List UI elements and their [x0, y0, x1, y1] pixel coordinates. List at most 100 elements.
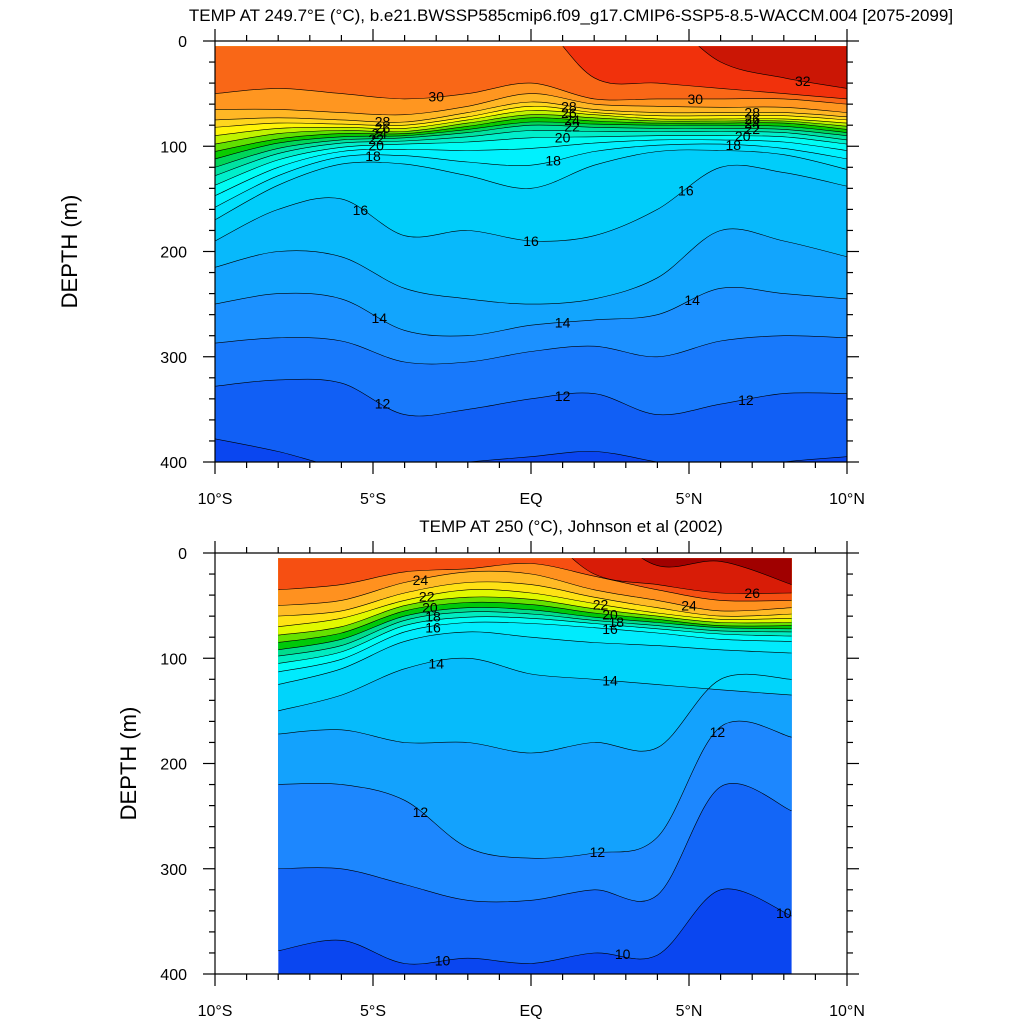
contour-fill-layer — [278, 558, 792, 974]
contour-label: 10 — [776, 905, 792, 921]
y-tick-label: 200 — [160, 757, 187, 774]
x-tick-label: EQ — [519, 1003, 542, 1020]
contour-label: 16 — [523, 233, 539, 249]
contour-label: 14 — [684, 292, 700, 308]
isotherm-19 — [215, 139, 847, 196]
contour-label: 26 — [744, 585, 760, 601]
isotherm-12 — [215, 378, 847, 417]
contour-label: 22 — [368, 131, 384, 147]
contour-label: 12 — [710, 724, 726, 740]
chart-title: TEMP AT 249.7°E (°C), b.e21.BWSSP585cmip… — [189, 6, 953, 25]
contour-label: 28 — [375, 113, 391, 129]
contour-label: 12 — [555, 388, 571, 404]
isotherm-21 — [215, 129, 847, 176]
contour-label: 18 — [365, 148, 381, 164]
isotherm-30 — [215, 82, 847, 105]
isotherm-26 — [571, 558, 792, 594]
contour-label: 24 — [681, 598, 697, 614]
panel-observations: 2422201816142220181614242612121210101001… — [116, 517, 865, 1020]
isotherm-20 — [278, 601, 792, 643]
contour-label: 14 — [428, 656, 444, 672]
contour-label: 28 — [744, 105, 760, 121]
contour-label: 10 — [435, 952, 451, 968]
y-tick-label: 300 — [160, 350, 187, 367]
x-tick-label: EQ — [519, 491, 542, 508]
contour-label: 12 — [375, 396, 391, 412]
contour-label: 32 — [795, 73, 811, 89]
contour-label: 22 — [744, 121, 760, 137]
isotherm-31 — [562, 46, 847, 100]
contour-label: 12 — [590, 844, 606, 860]
y-tick-label: 300 — [160, 862, 187, 879]
contour-label: 16 — [425, 620, 441, 636]
isotherm-15 — [215, 228, 847, 305]
isotherm-17 — [278, 616, 792, 664]
panel-model: 3032302826242220182826242220182826242220… — [57, 6, 953, 508]
contour-label: 24 — [372, 126, 388, 142]
isotherm-15 — [278, 631, 792, 685]
x-tick-label: 10°N — [829, 1003, 865, 1020]
isotherm-27 — [215, 105, 847, 128]
contour-label: 22 — [564, 119, 580, 135]
y-tick-label: 100 — [160, 651, 187, 668]
isotherm-14 — [215, 287, 847, 337]
isotherm-14 — [278, 657, 792, 712]
contour-label: 22 — [419, 589, 435, 605]
contour-label: 26 — [375, 120, 391, 136]
isotherm-13 — [278, 673, 792, 754]
isotherm-24 — [278, 570, 792, 612]
isotherm-22 — [278, 589, 792, 627]
x-tick-label: 10°N — [829, 491, 865, 508]
contour-label: 30 — [428, 88, 444, 104]
y-axis-label: DEPTH (m) — [57, 195, 82, 309]
contour-label: 20 — [422, 600, 438, 616]
contour-label: 14 — [372, 310, 388, 326]
y-tick-label: 0 — [178, 34, 187, 51]
isotherm-29 — [215, 93, 847, 116]
band-27 — [642, 558, 792, 585]
contour-label: 24 — [564, 112, 580, 128]
isotherm-17 — [215, 149, 847, 221]
contour-label: 26 — [744, 111, 760, 127]
isotherm-27 — [641, 558, 792, 585]
contour-label: 28 — [561, 98, 577, 114]
isotherm-23 — [278, 581, 792, 617]
y-axis-label: DEPTH (m) — [116, 707, 141, 821]
isotherm-21 — [278, 596, 792, 636]
contour-label: 26 — [561, 105, 577, 121]
isotherm-19 — [278, 607, 792, 651]
isotherm-25 — [215, 114, 847, 145]
contour-label: 18 — [545, 152, 561, 168]
isotherm-16 — [278, 621, 792, 673]
band-32 — [698, 46, 847, 89]
isotherm-16 — [215, 164, 847, 242]
y-tick-label: 100 — [160, 139, 187, 156]
contour-label: 24 — [744, 115, 760, 131]
contour-label: 22 — [593, 596, 609, 612]
isotherm-11 — [278, 783, 792, 903]
contour-label: 14 — [555, 315, 571, 331]
contour-label: 16 — [353, 202, 369, 218]
contour-label: 20 — [555, 129, 571, 145]
contour-fill-layer — [215, 46, 847, 462]
isotherm-26 — [215, 110, 847, 136]
contour-label: 20 — [735, 128, 751, 144]
contour-label: 18 — [609, 614, 625, 630]
isotherm-13 — [215, 335, 847, 365]
contour-label: 24 — [413, 572, 429, 588]
x-tick-label: 10°S — [198, 1003, 233, 1020]
x-tick-label: 5°S — [360, 1003, 386, 1020]
y-tick-label: 400 — [160, 455, 187, 472]
contour-label: 18 — [425, 609, 441, 625]
x-tick-label: 10°S — [198, 491, 233, 508]
contour-label: 30 — [688, 91, 704, 107]
y-tick-label: 400 — [160, 967, 187, 984]
contour-label: 16 — [678, 182, 694, 198]
band-26 — [572, 558, 792, 594]
contour-label: 10 — [615, 946, 631, 962]
x-tick-label: 5°N — [676, 491, 703, 508]
contour-label: 18 — [725, 137, 741, 153]
isotherm-11 — [215, 438, 847, 462]
x-tick-label: 5°S — [360, 491, 386, 508]
